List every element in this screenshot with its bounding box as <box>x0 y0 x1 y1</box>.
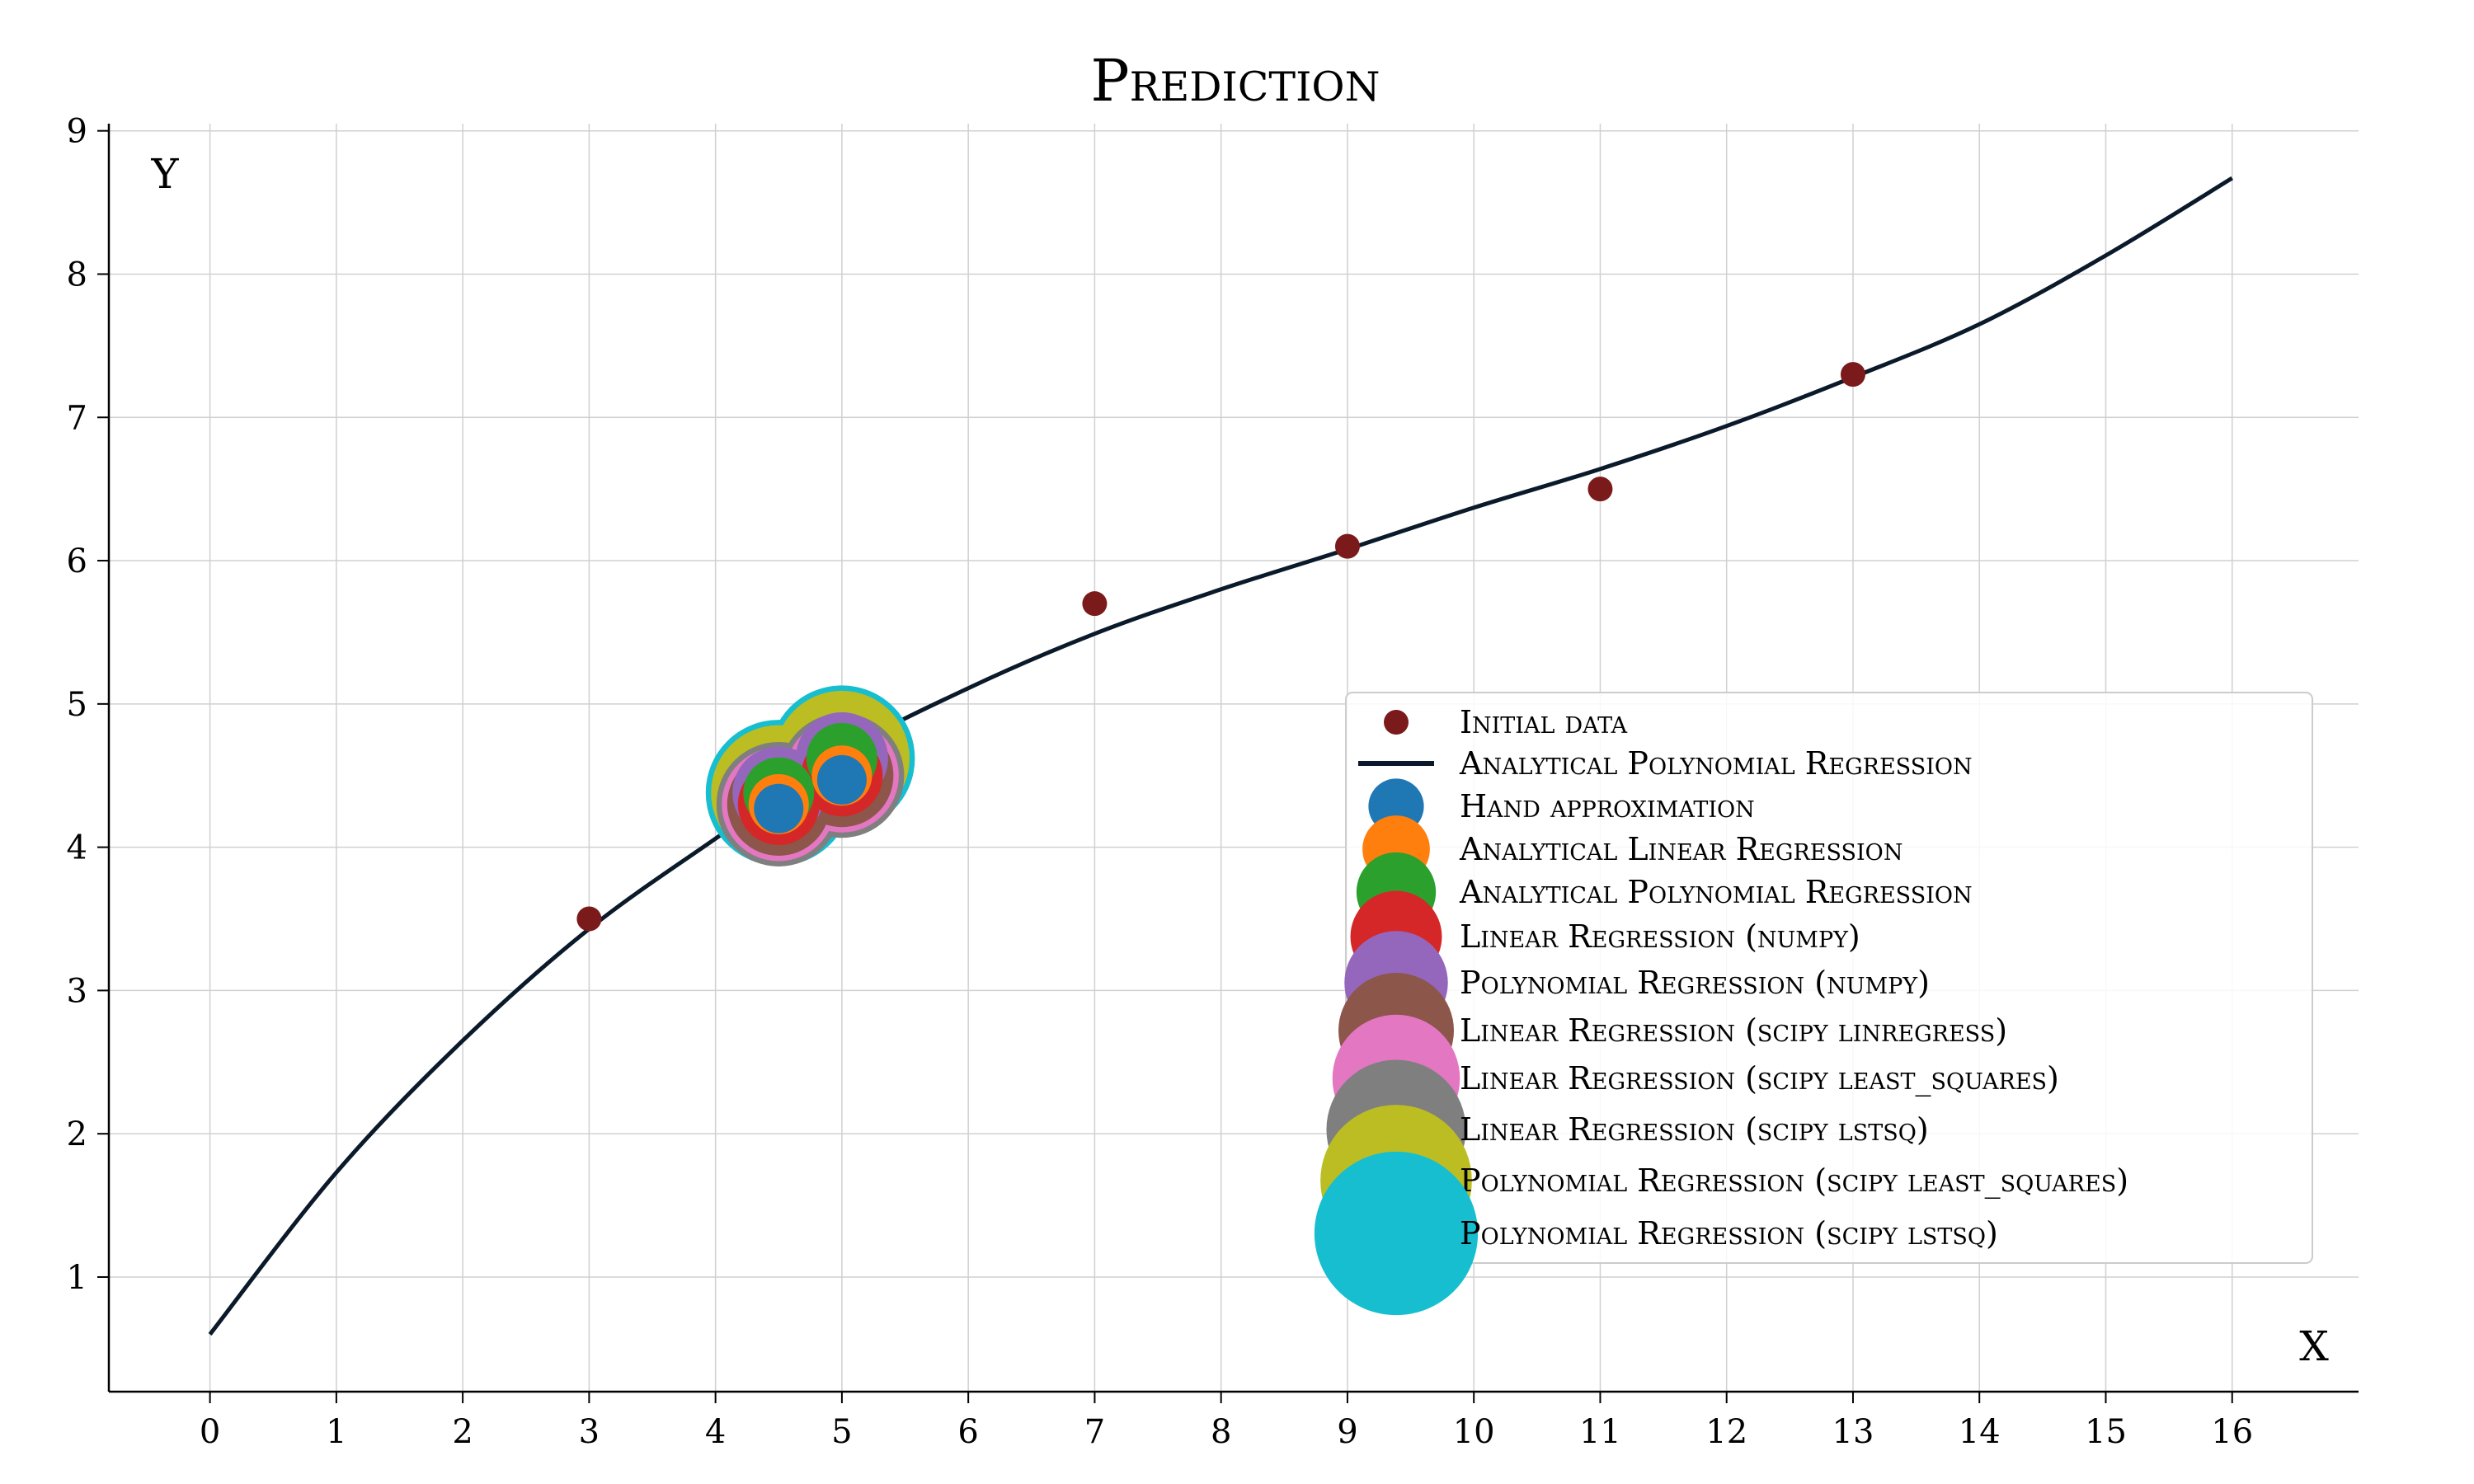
y-tick-label: 8 <box>67 256 87 294</box>
regression-curve-layer <box>208 176 2234 1336</box>
data-points-layer <box>576 362 1865 932</box>
x-tick-label: 3 <box>579 1413 600 1451</box>
x-tick-label: 13 <box>1832 1413 1874 1451</box>
initial-data-point <box>576 906 602 932</box>
y-tick-label: 6 <box>67 542 87 580</box>
prediction-marker <box>754 783 804 834</box>
legend-marker-symbol <box>1384 710 1409 735</box>
x-tick-label: 5 <box>831 1413 852 1451</box>
legend-label: Linear Regression (scipy lstsq) <box>1460 1111 1929 1148</box>
chart-title: Prediction <box>1091 47 1380 115</box>
legend-label: Polynomial Regression (scipy least_squar… <box>1460 1162 2128 1200</box>
legend-label: Analytical Linear Regression <box>1459 831 1903 867</box>
initial-data-point <box>1587 477 1613 502</box>
legend-label: Linear Regression (scipy linregress) <box>1460 1012 2007 1049</box>
legend-label: Polynomial Regression (scipy lstsq) <box>1460 1215 1998 1252</box>
legend: Initial data Analytical Polynomial Regres… <box>1314 692 2313 1316</box>
x-tick-label: 16 <box>2211 1413 2253 1451</box>
x-tick-label: 14 <box>1959 1413 2001 1451</box>
x-tick-label: 0 <box>200 1413 220 1451</box>
x-axis-label: X <box>2299 1322 2329 1370</box>
y-tick-label: 7 <box>67 399 87 437</box>
legend-label: Hand approximation <box>1460 788 1755 824</box>
legend-label: Analytical Polynomial Regression <box>1459 874 1973 910</box>
x-tick-label: 15 <box>2085 1413 2127 1451</box>
x-tick-label: 11 <box>1579 1413 1621 1451</box>
x-tick-label: 8 <box>1211 1413 1231 1451</box>
prediction-marker <box>816 754 867 805</box>
initial-data-point <box>1334 533 1360 559</box>
y-tick-label: 5 <box>67 686 87 724</box>
x-tick-label: 4 <box>705 1413 726 1451</box>
initial-data-point <box>1840 362 1865 387</box>
regression-curve-line <box>208 176 2234 1336</box>
legend-marker-symbol <box>1314 1151 1479 1316</box>
y-tick-label: 1 <box>67 1259 87 1297</box>
legend-label: Analytical Polynomial Regression <box>1459 745 1973 782</box>
legend-label: Linear Regression (numpy) <box>1460 918 1860 955</box>
x-tick-label: 9 <box>1337 1413 1357 1451</box>
y-axis-label: Y <box>150 150 179 198</box>
prediction-markers-layer <box>705 685 915 866</box>
x-tick-label: 6 <box>957 1413 978 1451</box>
x-tick-label: 2 <box>452 1413 473 1451</box>
x-tick-label: 10 <box>1453 1413 1495 1451</box>
x-tick-label: 12 <box>1705 1413 1747 1451</box>
y-tick-label: 2 <box>67 1115 87 1153</box>
legend-label: Polynomial Regression (numpy) <box>1460 965 1930 1001</box>
x-tick-label: 1 <box>326 1413 346 1451</box>
y-tick-label: 4 <box>67 829 87 867</box>
x-tick-label: 7 <box>1084 1413 1105 1451</box>
legend-label: Linear Regression (scipy least_squares) <box>1460 1060 2059 1097</box>
y-tick-label: 9 <box>67 113 87 151</box>
initial-data-point <box>1082 591 1108 617</box>
legend-label: Initial data <box>1460 704 1628 740</box>
y-tick-label: 3 <box>67 972 87 1010</box>
